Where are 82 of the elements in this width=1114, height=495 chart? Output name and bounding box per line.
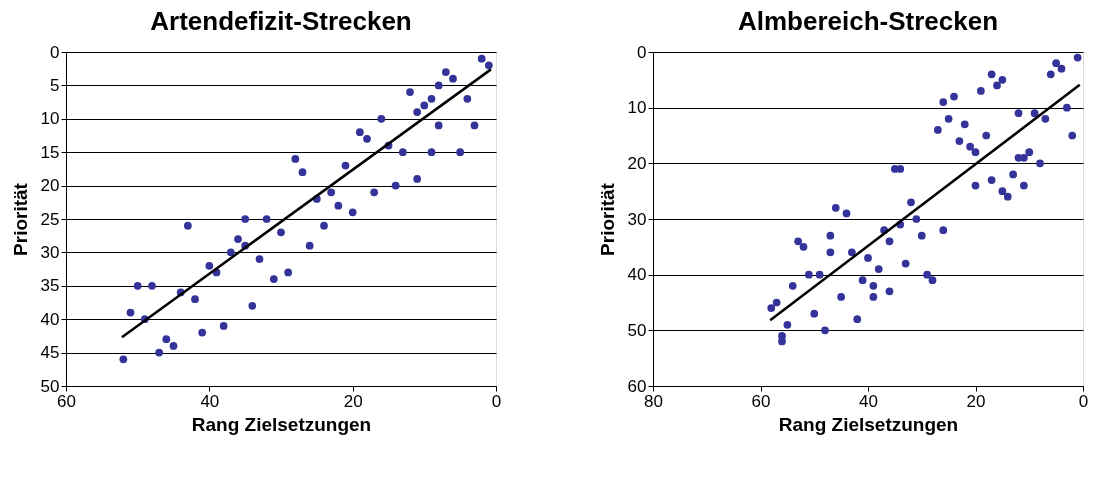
point [198,328,207,337]
point [391,181,400,190]
point [398,148,407,157]
point [434,121,443,130]
point [305,241,314,250]
point [226,248,235,257]
point [248,301,257,310]
x-tick-label: 40 [859,391,878,411]
y-tick-label: 40 [40,309,60,329]
point [470,121,479,130]
point [155,348,164,357]
point [413,175,422,183]
point [298,168,307,177]
x-tick-label: 40 [200,391,220,411]
point [320,221,328,230]
y-tick-label: 45 [40,343,60,363]
y-tick-label: 50 [40,376,60,396]
y-tick-label: 5 [50,75,60,95]
y-tick-label: 0 [50,42,60,62]
x-axis-title: Rang Zielsetzungen [778,413,959,435]
point [148,281,156,290]
y-axis-title: Priorität [596,182,618,256]
x-tick-label: 0 [1078,391,1089,411]
y-tick-label: 20 [627,153,647,173]
y-tick-label: 50 [627,320,647,340]
y-tick-label: 60 [627,376,647,396]
point [370,188,379,197]
point [219,322,228,330]
point [377,114,386,123]
x-tick-label: 20 [966,391,986,411]
point [348,208,357,217]
point [119,355,128,364]
point [133,281,142,290]
point [413,108,422,116]
y-tick-label: 30 [627,209,647,229]
point [363,134,371,143]
point [420,101,429,110]
point [169,342,178,350]
point [255,255,264,263]
point [234,235,242,243]
x-tick-label: 80 [644,391,663,411]
y-tick-label: 25 [40,209,60,229]
point [484,61,493,70]
point [434,81,443,90]
point [406,88,414,96]
point [449,74,457,83]
point [291,155,300,163]
y-tick-label: 15 [40,142,60,162]
point [327,188,336,197]
point [355,128,364,137]
point [205,261,214,270]
point [456,148,465,157]
point [284,268,293,277]
point [162,335,171,344]
y-tick-label: 35 [40,276,60,296]
y-tick-label: 10 [627,98,647,118]
point [277,228,285,237]
point [334,201,343,210]
point [427,94,436,103]
point [477,54,486,63]
point [269,275,278,283]
point [341,161,350,170]
point [191,295,199,304]
point [262,215,271,223]
point [126,308,135,317]
point [463,94,472,103]
point [183,221,192,230]
point [441,68,450,76]
chart-title: Artendefizit-Strecken [150,6,412,36]
point [241,215,250,223]
y-tick-label: 40 [627,265,647,285]
y-axis-title: Priorität [9,182,31,256]
y-tick-label: 0 [637,42,647,62]
x-tick-label: 20 [343,391,363,411]
chart-title: Almbereich-Strecken [737,6,999,36]
point [427,148,436,157]
y-tick-label: 20 [40,176,60,196]
y-tick-label: 30 [40,242,60,262]
x-tick-label: 0 [491,391,502,411]
x-axis-title: Rang Zielsetzungen [191,413,372,435]
x-tick-label: 60 [751,391,771,411]
y-tick-label: 10 [40,109,60,129]
